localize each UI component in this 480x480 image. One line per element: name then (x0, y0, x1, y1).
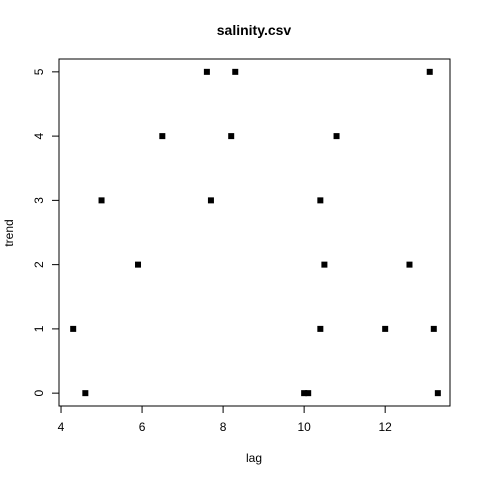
data-point (430, 325, 437, 332)
data-point (207, 197, 214, 204)
chart-title: salinity.csv (217, 22, 292, 38)
data-point (98, 197, 105, 204)
data-point (382, 325, 389, 332)
data-point (70, 325, 77, 332)
y-tick-label: 1 (32, 325, 46, 332)
data-point (232, 68, 239, 75)
x-tick-label: 8 (220, 420, 227, 434)
x-tick-label: 6 (139, 420, 146, 434)
data-point (426, 68, 433, 75)
data-point (317, 325, 324, 332)
data-point (159, 133, 166, 140)
data-point (203, 68, 210, 75)
data-point (434, 390, 441, 397)
x-tick-label: 4 (58, 420, 65, 434)
y-tick-label: 3 (32, 197, 46, 204)
data-point (135, 261, 142, 268)
data-points (70, 68, 441, 397)
y-axis: 0 1 2 3 4 5 (32, 68, 60, 396)
x-tick-label: 12 (378, 420, 392, 434)
x-axis: 4 6 8 10 12 (58, 405, 392, 434)
data-point (333, 133, 340, 140)
x-tick-label: 10 (297, 420, 311, 434)
data-point (228, 133, 235, 140)
y-tick-label: 0 (32, 389, 46, 396)
data-point (82, 390, 89, 397)
x-axis-label: lag (246, 451, 262, 465)
y-tick-label: 2 (32, 261, 46, 268)
y-tick-label: 4 (32, 132, 46, 139)
data-point (305, 390, 312, 397)
data-point (317, 197, 324, 204)
y-tick-label: 5 (32, 68, 46, 75)
data-point (301, 390, 308, 397)
data-point (321, 261, 328, 268)
y-axis-label: trend (2, 219, 16, 246)
data-point (406, 261, 413, 268)
plot-frame (58, 58, 451, 407)
